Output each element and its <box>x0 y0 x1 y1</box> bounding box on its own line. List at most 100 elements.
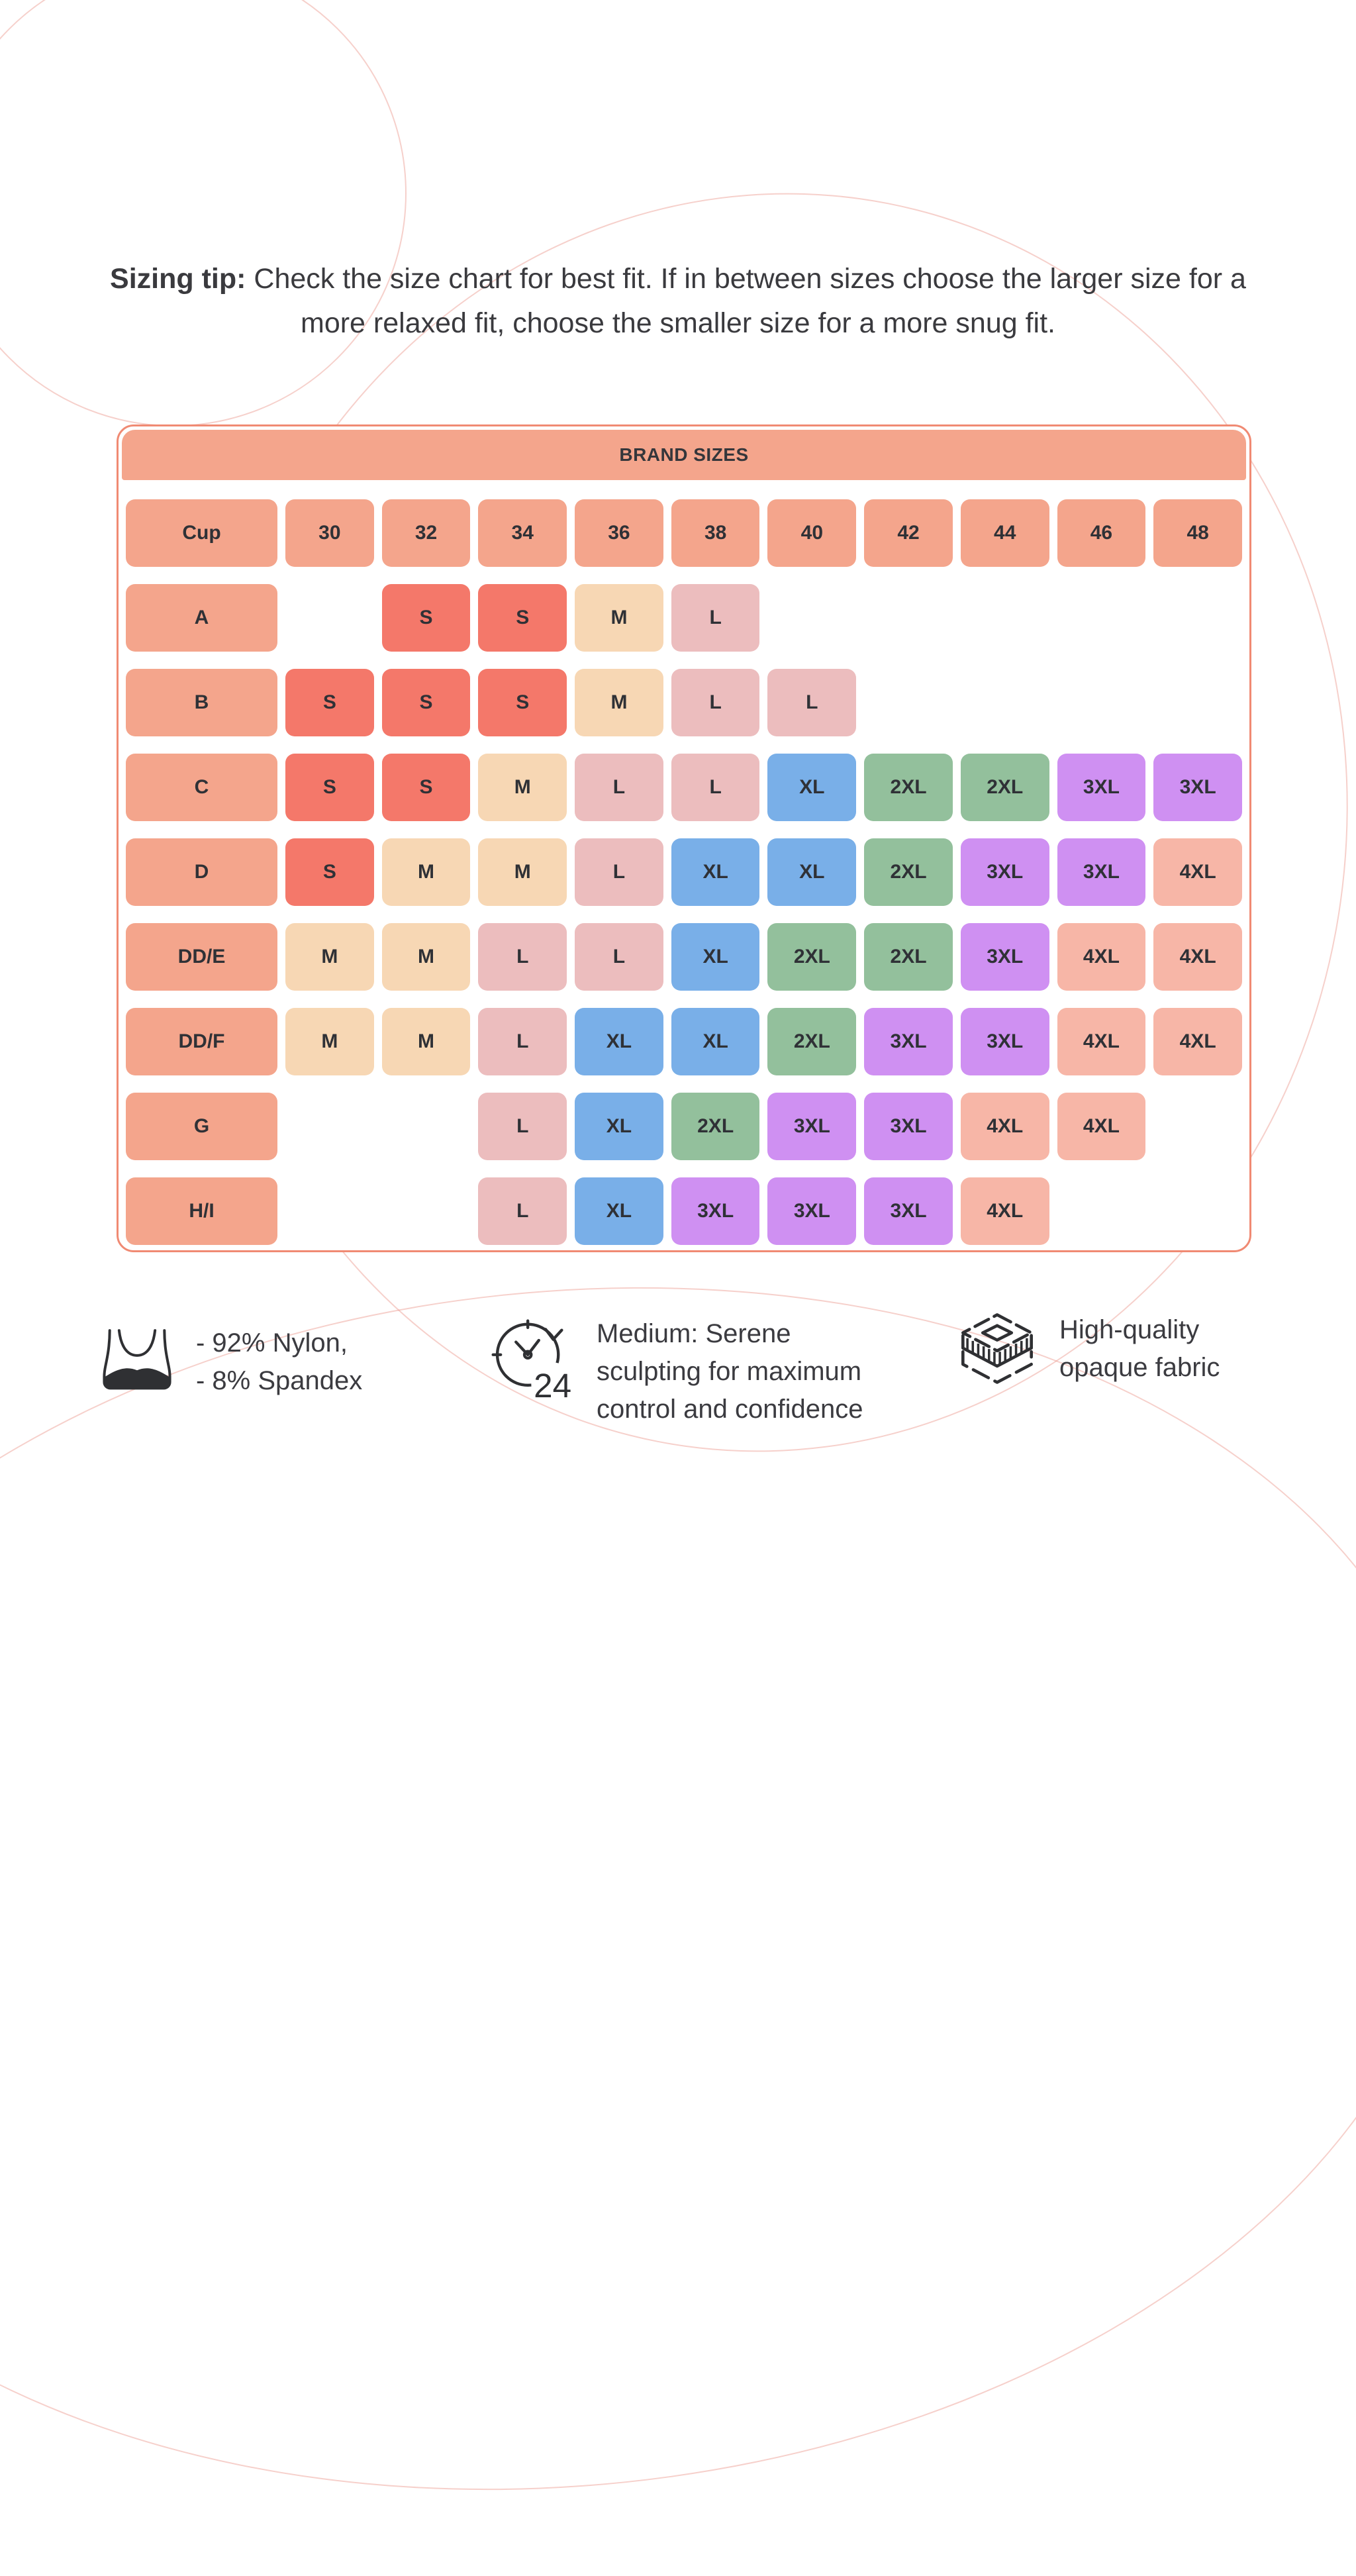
size-cell-dd-f-32-m: M <box>381 1008 471 1075</box>
size-cell-dd-e-30-m: M <box>285 923 374 991</box>
size-cell-d-30-s: S <box>285 838 374 906</box>
feature-fabric-text: High-quality opaque fabric <box>1059 1311 1220 1387</box>
size-cell-c-38-l: L <box>671 754 760 821</box>
column-header-band-48: 48 <box>1153 499 1242 567</box>
column-header-band-44: 44 <box>960 499 1049 567</box>
decorative-curve <box>0 0 407 426</box>
empty-cell-a-48 <box>1153 584 1242 652</box>
empty-cell-a-42 <box>864 584 953 652</box>
feature-control: 24 Medium: Serene sculpting for maximum … <box>488 1315 863 1428</box>
size-cell-g-34-l: L <box>478 1093 567 1160</box>
empty-cell-g-30 <box>285 1093 374 1160</box>
empty-cell-h-i-46 <box>1057 1177 1146 1245</box>
size-cell-d-42-2xl: 2XL <box>864 838 953 906</box>
empty-cell-g-32 <box>382 1093 471 1160</box>
size-cell-h-i-40-3xl: 3XL <box>767 1177 857 1245</box>
size-cell-a-36-m: M <box>575 584 663 652</box>
empty-cell-h-i-30 <box>285 1177 374 1245</box>
column-header-band-32: 32 <box>381 499 471 567</box>
size-cell-h-i-34-l: L <box>478 1177 567 1245</box>
empty-cell-a-40 <box>767 584 856 652</box>
size-cell-dd-f-34-l: L <box>478 1008 567 1075</box>
column-header-cup: Cup <box>126 499 277 567</box>
size-cell-dd-e-46-4xl: 4XL <box>1057 923 1146 991</box>
size-cell-h-i-42-3xl: 3XL <box>864 1177 953 1245</box>
row-label-cup-dd-e: DD/E <box>126 923 277 991</box>
feature-line: control and confidence <box>597 1395 863 1424</box>
size-cell-b-38-l: L <box>671 669 760 736</box>
size-cell-dd-e-42-2xl: 2XL <box>864 923 953 991</box>
feature-line: sculpting for maximum <box>597 1357 862 1386</box>
empty-cell-b-48 <box>1153 669 1242 736</box>
size-cell-g-36-xl: XL <box>575 1093 663 1160</box>
size-cell-dd-e-32-m: M <box>381 923 471 991</box>
size-cell-g-42-3xl: 3XL <box>864 1093 953 1160</box>
column-header-band-30: 30 <box>285 499 374 567</box>
column-header-band-42: 42 <box>864 499 953 567</box>
row-label-cup-d: D <box>126 838 277 906</box>
empty-cell-h-i-32 <box>382 1177 471 1245</box>
sizing-tip-text: Check the size chart for best fit. If in… <box>246 263 1246 339</box>
size-cell-c-46-3xl: 3XL <box>1057 754 1146 821</box>
size-cell-dd-e-40-2xl: 2XL <box>767 923 857 991</box>
size-cell-h-i-38-3xl: 3XL <box>671 1177 760 1245</box>
empty-cell-a-46 <box>1057 584 1146 652</box>
empty-cell-h-i-48 <box>1153 1177 1242 1245</box>
size-cell-dd-f-38-xl: XL <box>671 1008 760 1075</box>
size-cell-c-42-2xl: 2XL <box>864 754 953 821</box>
column-header-band-34: 34 <box>478 499 567 567</box>
size-cell-a-38-l: L <box>671 584 760 652</box>
fabric-stack-icon <box>961 1313 1033 1384</box>
row-label-cup-c: C <box>126 754 277 821</box>
size-cell-dd-e-48-4xl: 4XL <box>1153 923 1242 991</box>
size-cell-dd-f-46-4xl: 4XL <box>1057 1008 1146 1075</box>
size-cell-h-i-44-4xl: 4XL <box>960 1177 1049 1245</box>
size-cell-g-38-2xl: 2XL <box>671 1093 760 1160</box>
size-cell-c-40-xl: XL <box>767 754 857 821</box>
row-label-cup-g: G <box>126 1093 277 1160</box>
feature-material-text: - 92% Nylon, - 8% Spandex <box>196 1324 362 1400</box>
size-cell-b-34-s: S <box>478 669 567 736</box>
column-header-band-38: 38 <box>671 499 760 567</box>
size-cell-dd-e-34-l: L <box>478 923 567 991</box>
size-cell-c-44-2xl: 2XL <box>960 754 1049 821</box>
size-cell-b-36-m: M <box>575 669 663 736</box>
column-header-band-40: 40 <box>767 499 857 567</box>
size-cell-dd-f-44-3xl: 3XL <box>960 1008 1049 1075</box>
size-cell-c-36-l: L <box>575 754 663 821</box>
feature-line: Medium: Serene <box>597 1319 791 1348</box>
size-cell-dd-e-38-xl: XL <box>671 923 760 991</box>
svg-text:24: 24 <box>534 1367 571 1404</box>
size-cell-dd-f-30-m: M <box>285 1008 374 1075</box>
size-cell-c-32-s: S <box>381 754 471 821</box>
row-label-cup-h-i: H/I <box>126 1177 277 1245</box>
empty-cell-b-42 <box>864 669 953 736</box>
size-chart-table: BRAND SIZES Cup 30 32 34 36 38 40 42 44 46 48 A S S M L… <box>117 424 1251 1252</box>
feature-line: High-quality <box>1059 1315 1200 1344</box>
size-cell-d-44-3xl: 3XL <box>960 838 1049 906</box>
size-cell-a-32-s: S <box>381 584 471 652</box>
column-header-band-36: 36 <box>575 499 663 567</box>
size-cell-b-32-s: S <box>381 669 471 736</box>
size-cell-g-46-4xl: 4XL <box>1057 1093 1146 1160</box>
size-cell-d-32-m: M <box>381 838 471 906</box>
sizing-tip-label: Sizing tip: <box>110 263 246 295</box>
feature-fabric: High-quality opaque fabric <box>952 1311 1220 1401</box>
size-cell-dd-f-36-xl: XL <box>575 1008 663 1075</box>
size-cell-c-30-s: S <box>285 754 374 821</box>
bra-icon <box>103 1329 171 1390</box>
empty-cell-a-30 <box>285 584 374 652</box>
size-cell-dd-f-42-3xl: 3XL <box>864 1008 953 1075</box>
row-label-cup-b: B <box>126 669 277 736</box>
size-cell-h-i-36-xl: XL <box>575 1177 663 1245</box>
size-cell-g-40-3xl: 3XL <box>767 1093 857 1160</box>
row-label-cup-a: A <box>126 584 277 652</box>
size-cell-dd-f-40-2xl: 2XL <box>767 1008 857 1075</box>
size-cell-c-34-m: M <box>478 754 567 821</box>
column-header-band-46: 46 <box>1057 499 1146 567</box>
size-cell-dd-e-44-3xl: 3XL <box>960 923 1049 991</box>
empty-cell-b-46 <box>1057 669 1146 736</box>
size-cell-a-34-s: S <box>478 584 567 652</box>
size-cell-g-44-4xl: 4XL <box>960 1093 1049 1160</box>
feature-material: - 92% Nylon, - 8% Spandex <box>98 1324 362 1404</box>
